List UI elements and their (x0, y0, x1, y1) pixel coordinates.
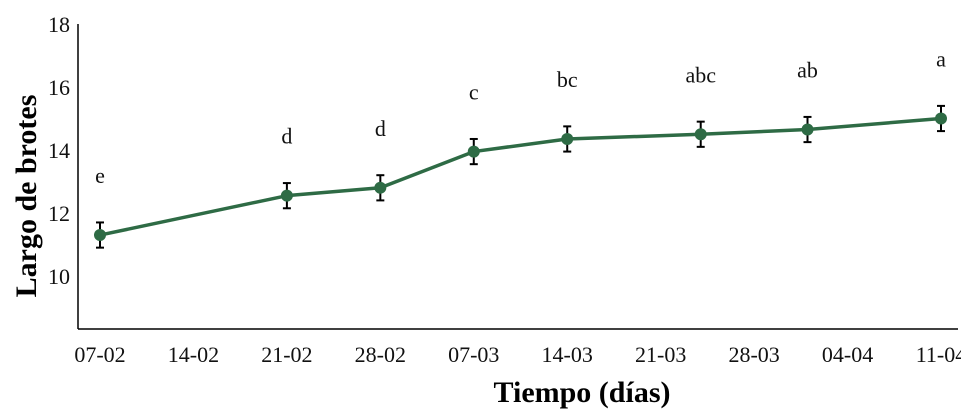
x-tick-label: 14-03 (542, 342, 593, 367)
x-tick-label: 04-04 (822, 342, 873, 367)
x-tick-label: 28-03 (728, 342, 779, 367)
y-tick-label: 18 (48, 12, 70, 37)
data-point (561, 132, 574, 145)
y-tick-labels: 10 12 14 16 18 (48, 12, 70, 289)
significance-label: a (936, 47, 946, 72)
data-points (94, 112, 947, 242)
x-tick-label: 21-02 (261, 342, 312, 367)
axes (77, 24, 958, 330)
significance-label: abc (685, 62, 716, 87)
x-tick-label: 21-03 (635, 342, 686, 367)
data-point (467, 145, 480, 158)
x-tick-label: 28-02 (355, 342, 406, 367)
x-tick-label: 11-04 (916, 342, 961, 367)
x-tick-label: 07-02 (74, 342, 125, 367)
data-point (280, 189, 293, 202)
series-group (98, 116, 943, 237)
data-point (694, 128, 707, 141)
x-axis-label: Tiempo (días) (494, 376, 671, 409)
significance-label: d (375, 116, 386, 141)
y-tick-label: 12 (48, 201, 70, 226)
significance-label: ab (797, 58, 818, 83)
y-tick-label: 10 (48, 264, 70, 289)
x-tick-label: 14-02 (168, 342, 219, 367)
x-tick-label: 07-03 (448, 342, 499, 367)
data-point (374, 181, 387, 194)
data-point (935, 112, 947, 125)
significance-label: d (281, 124, 292, 149)
significance-letters: e d d c bc abc ab a (95, 47, 946, 189)
series-line (98, 116, 943, 237)
x-tick-labels: 07-02 14-02 21-02 28-02 07-03 14-03 21-03 28-03… (74, 342, 961, 367)
significance-label: bc (557, 67, 578, 92)
y-axis-label: Largo de brotes (10, 95, 43, 298)
significance-label: e (95, 163, 105, 188)
data-point (94, 229, 106, 242)
significance-label: c (469, 80, 479, 105)
y-tick-label: 14 (48, 138, 70, 163)
data-point (801, 123, 814, 136)
y-tick-label: 16 (48, 75, 70, 100)
